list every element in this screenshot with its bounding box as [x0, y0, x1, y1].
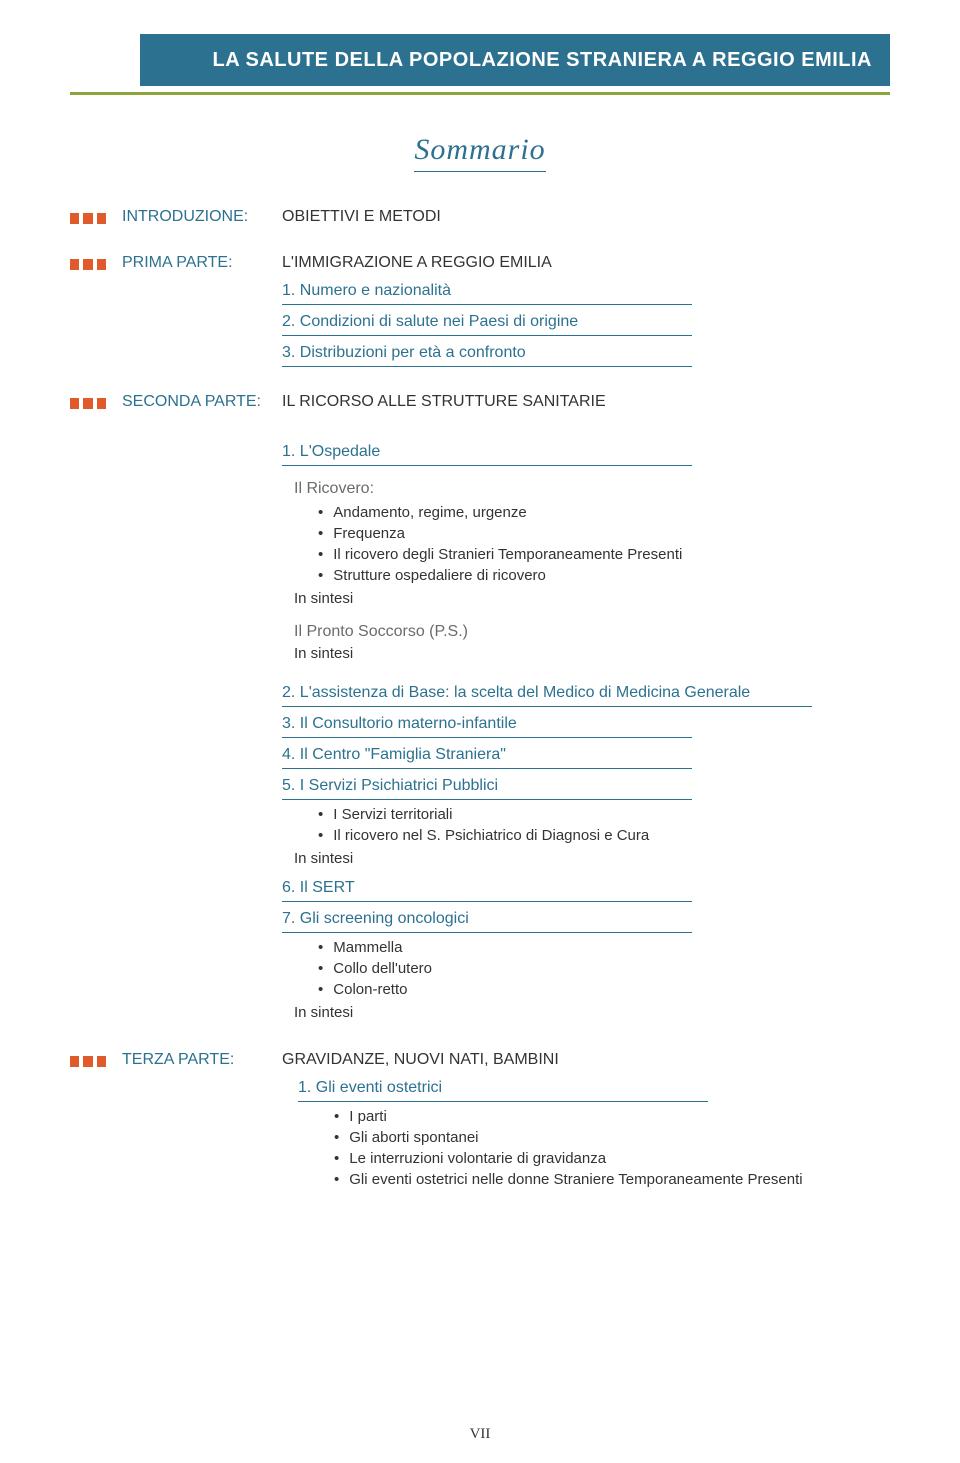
value-terza-parte: GRAVIDANZE, NUOVI NATI, BAMBINI [282, 1051, 890, 1069]
bullet-item: Andamento, regime, urgenze [318, 502, 890, 523]
bullets-psichiatrici: I Servizi territoriali Il ricovero nel S… [318, 804, 890, 846]
sommario-text: Sommario [414, 133, 545, 172]
bullet-item: Il ricovero degli Stranieri Temporaneame… [318, 544, 890, 565]
in-sintesi: In sintesi [294, 590, 890, 607]
sub-head-ricovero: Il Ricovero: [294, 480, 890, 498]
label-terza-parte: TERZA PARTE: [122, 1051, 282, 1069]
in-sintesi: In sintesi [294, 645, 890, 662]
sub-head-ps: Il Pronto Soccorso (P.S.) [294, 623, 890, 641]
sommario-heading: Sommario [0, 133, 960, 172]
in-sintesi: In sintesi [294, 1004, 890, 1021]
bullet-item: Le interruzioni volontarie di gravidanza [334, 1148, 890, 1169]
label-introduzione: INTRODUZIONE: [122, 208, 282, 226]
value-introduzione: OBIETTIVI E METODI [282, 208, 890, 226]
bullet-item: Colon-retto [318, 979, 890, 1000]
marker-icon [70, 398, 106, 409]
toc-link[interactable]: 2. L'assistenza di Base: la scelta del M… [282, 680, 812, 707]
bullet-item: Il ricovero nel S. Psichiatrico di Diagn… [318, 825, 890, 846]
bullet-item: I parti [334, 1106, 890, 1127]
toc-link[interactable]: 3. Distribuzioni per età a confronto [282, 340, 692, 367]
row-terza-parte: TERZA PARTE: GRAVIDANZE, NUOVI NATI, BAM… [70, 1051, 890, 1069]
bullet-item: Strutture ospedaliere di ricovero [318, 565, 890, 586]
label-seconda-parte: SECONDA PARTE: [122, 393, 282, 411]
bullet-item: Gli eventi ostetrici nelle donne Stranie… [334, 1169, 890, 1190]
toc-link[interactable]: 1. L'Ospedale [282, 439, 692, 466]
toc-link[interactable]: 6. Il SERT [282, 875, 692, 902]
bullet-item: Gli aborti spontanei [334, 1127, 890, 1148]
row-introduzione: INTRODUZIONE: OBIETTIVI E METODI [70, 208, 890, 226]
header-title: LA SALUTE DELLA POPOLAZIONE STRANIERA A … [213, 49, 872, 72]
toc-link[interactable]: 1. Numero e nazionalità [282, 278, 692, 305]
bullet-item: I Servizi territoriali [318, 804, 890, 825]
bullets-ostetrici: I parti Gli aborti spontanei Le interruz… [334, 1106, 890, 1190]
toc-link[interactable]: 1. Gli eventi ostetrici [298, 1075, 708, 1102]
marker-icon [70, 213, 106, 224]
bullets-screening: Mammella Collo dell'utero Colon-retto [318, 937, 890, 1000]
value-prima-parte: L'IMMIGRAZIONE A REGGIO EMILIA [282, 254, 890, 272]
bullet-item: Mammella [318, 937, 890, 958]
bullet-item: Frequenza [318, 523, 890, 544]
label-prima-parte: PRIMA PARTE: [122, 254, 282, 272]
header-rule [70, 92, 890, 95]
bullets-ricovero: Andamento, regime, urgenze Frequenza Il … [318, 502, 890, 586]
value-seconda-parte: IL RICORSO ALLE STRUTTURE SANITARIE [282, 393, 890, 411]
page-header: LA SALUTE DELLA POPOLAZIONE STRANIERA A … [140, 34, 890, 86]
toc-link[interactable]: 4. Il Centro "Famiglia Straniera" [282, 742, 692, 769]
toc-link[interactable]: 2. Condizioni di salute nei Paesi di ori… [282, 309, 692, 336]
marker-icon [70, 1056, 106, 1067]
row-seconda-parte: SECONDA PARTE: IL RICORSO ALLE STRUTTURE… [70, 393, 890, 411]
toc-link[interactable]: 5. I Servizi Psichiatrici Pubblici [282, 773, 692, 800]
marker-icon [70, 259, 106, 270]
in-sintesi: In sintesi [294, 850, 890, 867]
bullet-item: Collo dell'utero [318, 958, 890, 979]
toc-link[interactable]: 7. Gli screening oncologici [282, 906, 692, 933]
toc-link[interactable]: 3. Il Consultorio materno-infantile [282, 711, 692, 738]
row-prima-parte: PRIMA PARTE: L'IMMIGRAZIONE A REGGIO EMI… [70, 254, 890, 272]
